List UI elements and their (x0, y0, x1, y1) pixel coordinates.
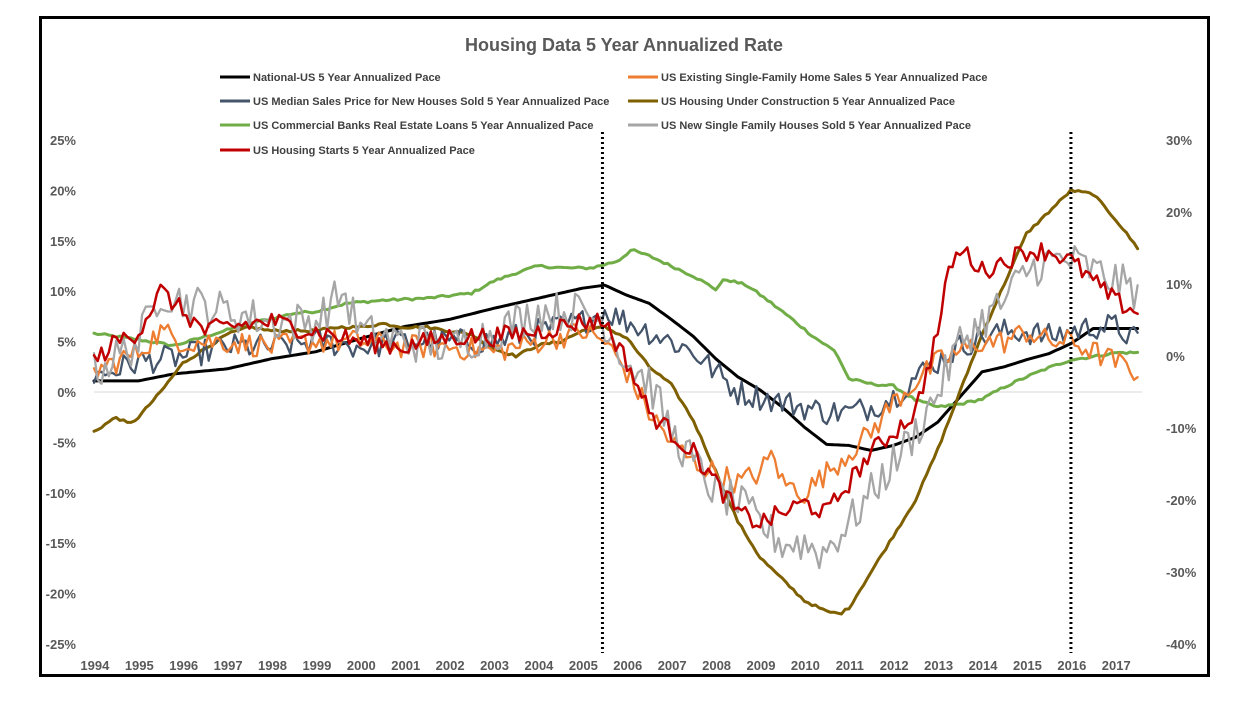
x-tick-label: 1994 (80, 658, 110, 673)
x-tick-label: 2002 (436, 658, 465, 673)
x-tick-label: 2000 (347, 658, 376, 673)
x-tick-label: 2005 (569, 658, 598, 673)
y-right-tick-label: 10% (1166, 277, 1192, 292)
series-line-6 (92, 242, 1139, 529)
legend-label-new-houses-sold: US New Single Family Houses Sold 5 Year … (661, 120, 971, 132)
y-left-tick-label: 10% (50, 284, 76, 299)
legend-label-existing-sales: US Existing Single-Family Home Sales 5 Y… (661, 72, 987, 84)
y-right-tick-label: 20% (1166, 205, 1192, 220)
y-right-tick-label: -20% (1166, 493, 1197, 508)
x-tick-label: 2012 (880, 658, 909, 673)
legend: National-US 5 Year Annualized Pace US Ex… (220, 72, 987, 157)
y-left-tick-label: -5% (53, 435, 77, 450)
x-tick-label: 1996 (169, 658, 198, 673)
series-line-5 (92, 245, 1139, 570)
series-layer (92, 188, 1140, 616)
series-line-0 (92, 283, 1140, 452)
chart-svg: Housing Data 5 Year Annualized Rate Nati… (46, 35, 1197, 673)
x-tick-label: 2008 (702, 658, 731, 673)
x-tick-label: 1997 (214, 658, 243, 673)
legend-label-housing-starts: US Housing Starts 5 Year Annualized Pace (253, 145, 475, 157)
x-tick-label: 2017 (1102, 658, 1131, 673)
y-left-tick-label: 20% (50, 183, 76, 198)
legend-label-median-price: US Median Sales Price for New Houses Sol… (253, 96, 609, 108)
legend-label-national: National-US 5 Year Annualized Pace (253, 72, 441, 84)
x-tick-label: 2004 (524, 658, 554, 673)
y-left-tick-label: -10% (46, 486, 77, 501)
y-left-tick-label: 15% (50, 234, 76, 249)
x-axis: 1994 1995 1996 1997 1998 1999 2000 2001 2002 2003… (80, 658, 1130, 673)
series-line-2 (92, 188, 1140, 616)
x-tick-label: 2011 (836, 658, 864, 673)
x-tick-label: 2016 (1057, 658, 1086, 673)
y-left-tick-label: -15% (46, 536, 77, 551)
y-left-tick-label: 25% (50, 133, 76, 148)
legend-label-under-construction: US Housing Under Construction 5 Year Ann… (661, 96, 955, 108)
x-tick-label: 1995 (125, 658, 154, 673)
vertical-markers (600, 132, 1073, 653)
y-right-tick-label: -40% (1166, 637, 1197, 652)
y-right-tick-label: -30% (1166, 565, 1197, 580)
x-tick-label: 2015 (1013, 658, 1042, 673)
x-tick-label: 2014 (969, 658, 999, 673)
chart-frame: Housing Data 5 Year Annualized Rate Nati… (39, 16, 1210, 677)
x-tick-label: 2010 (791, 658, 820, 673)
x-tick-label: 2007 (658, 658, 687, 673)
legend-label-bank-loans: US Commercial Banks Real Estate Loans 5 … (253, 120, 594, 132)
x-tick-label: 2003 (480, 658, 509, 673)
y-left-tick-label: 5% (57, 335, 76, 350)
y-left-tick-label: -20% (46, 587, 77, 602)
y-right-tick-label: 30% (1166, 133, 1192, 148)
y-left-tick-label: -25% (46, 637, 77, 652)
x-tick-label: 2009 (747, 658, 776, 673)
y-axis-left: 25% 20% 15% 10% 5% 0% -5% -10% -15% -20% -25% (46, 133, 77, 652)
x-tick-label: 2006 (613, 658, 642, 673)
y-right-tick-label: 0% (1166, 349, 1185, 364)
y-right-tick-label: -10% (1166, 421, 1197, 436)
x-tick-label: 1998 (258, 658, 287, 673)
y-left-tick-label: 0% (57, 385, 76, 400)
x-tick-label: 2013 (924, 658, 953, 673)
x-tick-label: 2001 (391, 658, 420, 673)
y-axis-right: 30% 20% 10% 0% -10% -20% -30% -40% (1166, 133, 1197, 652)
chart-title: Housing Data 5 Year Annualized Rate (465, 35, 783, 55)
x-tick-label: 1999 (302, 658, 331, 673)
